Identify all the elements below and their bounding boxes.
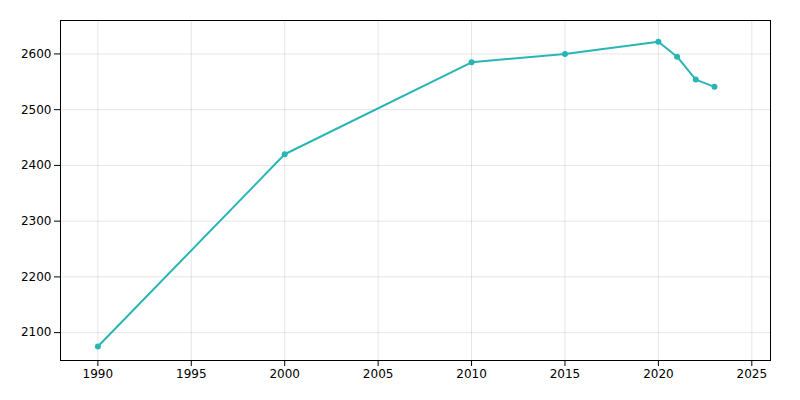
svg-text:1995: 1995: [176, 367, 207, 381]
svg-text:2015: 2015: [550, 367, 581, 381]
svg-text:2600: 2600: [21, 47, 52, 61]
svg-text:2400: 2400: [21, 158, 52, 172]
svg-text:2100: 2100: [21, 325, 52, 339]
svg-text:2300: 2300: [21, 214, 52, 228]
svg-text:2010: 2010: [456, 367, 487, 381]
svg-text:2000: 2000: [269, 367, 300, 381]
svg-text:2020: 2020: [643, 367, 674, 381]
svg-text:2005: 2005: [363, 367, 394, 381]
svg-text:2200: 2200: [21, 270, 52, 284]
svg-text:2025: 2025: [737, 367, 768, 381]
svg-text:1990: 1990: [83, 367, 114, 381]
svg-text:2500: 2500: [21, 103, 52, 117]
